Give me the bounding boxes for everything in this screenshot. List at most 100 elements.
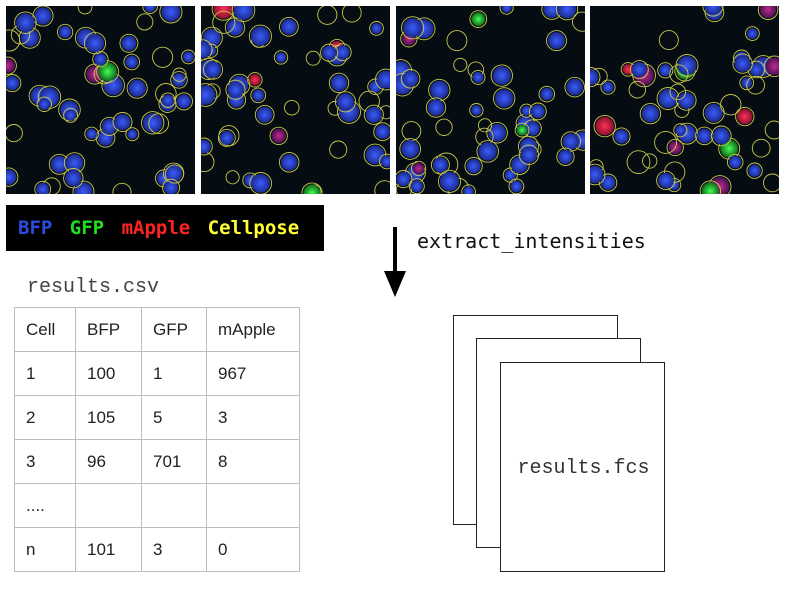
cell (410, 180, 423, 193)
cellpose-outline (374, 180, 390, 194)
cellpose-outline (250, 87, 267, 104)
cell (712, 127, 730, 145)
cellpose-outline (702, 6, 724, 17)
cellpose-outline (546, 30, 567, 52)
cellpose-outline (446, 30, 468, 52)
cellpose-outline (6, 124, 23, 143)
cellpose-outline (136, 13, 154, 31)
cellpose-outline (430, 155, 450, 175)
legend-gfp: GFP (69, 217, 105, 239)
microscopy-panel-2 (201, 6, 390, 194)
cell (492, 66, 511, 85)
cell (58, 25, 72, 39)
cellpose-outline (83, 32, 107, 55)
cellpose-outline (486, 121, 508, 144)
table-cell: .... (14, 483, 76, 528)
cellpose-outline (626, 150, 651, 174)
cell (520, 146, 538, 163)
cell (658, 172, 674, 189)
cellpose-outline (514, 122, 530, 138)
microscopy-panel-1 (6, 6, 195, 194)
cell (590, 165, 604, 184)
cellpose-outline (72, 180, 95, 194)
cell (121, 35, 137, 51)
cell (396, 172, 411, 187)
cell (249, 74, 261, 86)
cell (510, 180, 523, 193)
cellpose-outline (363, 143, 387, 167)
cellpose-outline (284, 99, 300, 116)
cellpose-outline (572, 11, 585, 32)
cellpose-outline (499, 6, 514, 15)
table-cell: 96 (75, 439, 142, 484)
cellpose-outline (676, 90, 697, 111)
cellpose-outline (699, 180, 722, 194)
cell (377, 70, 390, 89)
cell (432, 157, 448, 173)
cellpose-outline (317, 6, 338, 25)
table-cell: 2 (14, 395, 76, 440)
cellpose-outline (84, 126, 99, 142)
cellpose-outline (32, 6, 54, 27)
cellpose-outline (159, 6, 183, 24)
cell (176, 94, 191, 109)
cell (501, 6, 512, 13)
cell (678, 92, 695, 109)
cell (164, 180, 179, 194)
cellpose-outline (639, 102, 662, 125)
cell (227, 81, 244, 98)
cell (466, 158, 481, 174)
table-cell: 3 (141, 527, 207, 572)
cellpose-outline (476, 140, 499, 163)
cell (747, 28, 758, 39)
cell (219, 130, 234, 145)
cellpose-outline (590, 67, 601, 88)
cellpose-outline (247, 72, 263, 88)
cell (143, 113, 163, 133)
legend-mapple: mApple (121, 217, 191, 239)
cell (201, 41, 211, 59)
cell (281, 18, 297, 35)
cell (256, 106, 273, 123)
cell (127, 129, 138, 140)
cellpose-outline (34, 180, 52, 194)
cellpose-outline (92, 51, 109, 68)
cellpose-outline (612, 127, 631, 146)
cell (521, 105, 532, 116)
cell (86, 128, 97, 140)
cell (275, 52, 287, 63)
table-cell: 3 (14, 439, 76, 484)
cell (749, 62, 764, 77)
table-cell (75, 483, 142, 528)
table-cell (141, 483, 207, 528)
cellpose-outline (126, 77, 148, 99)
table-cell: 3 (206, 395, 300, 440)
cell (600, 175, 616, 190)
cellpose-outline (56, 23, 74, 41)
cellpose-outline (669, 83, 687, 101)
cellpose-outline (598, 173, 618, 192)
cellpose-outline (751, 138, 771, 158)
cell (162, 94, 174, 106)
cellpose-outline (174, 92, 193, 111)
table-row: 1 100 1 967 (14, 351, 300, 396)
cell (213, 6, 234, 19)
cellpose-outline (279, 16, 299, 37)
cellpose-outline (435, 118, 453, 136)
cellpose-outline (538, 85, 556, 103)
cellpose-outline (63, 107, 79, 123)
cellpose-outline (746, 162, 763, 179)
cell (38, 98, 50, 111)
cellpose-outline (493, 87, 516, 110)
cellpose-outline (629, 60, 649, 80)
cellpose-outline (119, 33, 139, 53)
cellpose-outline (248, 24, 272, 48)
cell (371, 23, 382, 34)
cell (65, 170, 82, 187)
cell (303, 184, 321, 194)
cellpose-outline (164, 164, 185, 184)
cellpose-outline (6, 167, 19, 187)
cell (201, 139, 211, 154)
function-name: extract_intensities (417, 229, 646, 253)
cell (548, 32, 565, 50)
